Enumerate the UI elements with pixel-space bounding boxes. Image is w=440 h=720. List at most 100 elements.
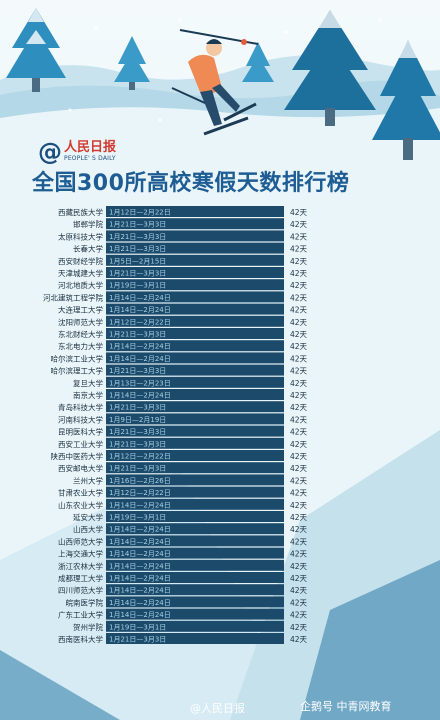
days-value-label: 42天 xyxy=(290,245,308,254)
holiday-period-label: 1月12日—2月22日 xyxy=(109,453,171,461)
holiday-period-label: 1月21日—3月3日 xyxy=(109,636,166,644)
days-value-label: 42天 xyxy=(290,342,308,351)
university-label: 延安大学 xyxy=(73,512,103,522)
holiday-period-label: 1月21日—3月3日 xyxy=(109,440,166,448)
university-label: 浙江农林大学 xyxy=(58,561,103,571)
university-label: 青岛科技大学 xyxy=(58,402,103,412)
days-value-label: 42天 xyxy=(290,330,308,339)
bar xyxy=(106,559,284,571)
tree-small-left xyxy=(114,36,150,90)
days-value-label: 42天 xyxy=(290,574,308,583)
holiday-period-label: 1月21日—3月3日 xyxy=(109,221,166,229)
holiday-period-label: 1月9日—2月19日 xyxy=(109,416,166,424)
university-label: 长春大学 xyxy=(73,244,103,254)
bar xyxy=(106,340,284,352)
days-value-label: 42天 xyxy=(290,550,308,559)
university-label: 南京大学 xyxy=(73,390,103,400)
people-daily-logo: @ 人民日报 PEOPLE' S DAILY xyxy=(38,140,116,164)
days-value-label: 42天 xyxy=(290,208,308,217)
university-label: 四川师范大学 xyxy=(58,585,103,595)
holiday-period-label: 1月14日—2月24日 xyxy=(109,355,171,363)
days-value-label: 42天 xyxy=(290,318,308,327)
holiday-period-label: 1月13日—2月23日 xyxy=(109,379,171,387)
university-label: 河北地质大学 xyxy=(58,280,103,290)
holiday-period-label: 1月21日—3月3日 xyxy=(109,331,166,339)
holiday-period-label: 1月19日—3月1日 xyxy=(109,514,166,522)
holiday-period-label: 1月16日—2月26日 xyxy=(109,477,171,485)
days-value-label: 42天 xyxy=(290,623,308,632)
bar xyxy=(106,523,284,535)
university-label: 西安工业大学 xyxy=(58,439,103,449)
university-label: 大连理工大学 xyxy=(58,305,103,315)
logo-chinese: 人民日报 xyxy=(64,140,117,155)
bar xyxy=(106,364,284,376)
footer-watermark: 企鹅号 中青网教育 xyxy=(300,700,392,713)
bar xyxy=(106,437,284,449)
days-value-label: 42天 xyxy=(290,635,308,644)
skier-illustration xyxy=(171,29,259,136)
bar xyxy=(106,352,284,364)
bar xyxy=(106,474,284,486)
holiday-period-label: 1月19日—3月1日 xyxy=(109,282,166,290)
days-value-label: 42天 xyxy=(290,220,308,229)
university-label: 兰州大学 xyxy=(73,475,103,485)
holiday-period-label: 1月14日—2月24日 xyxy=(109,562,171,570)
days-value-label: 42天 xyxy=(290,598,308,607)
days-value-label: 42天 xyxy=(290,611,308,620)
holiday-period-label: 1月12日—2月22日 xyxy=(109,209,171,217)
at-icon: @ xyxy=(38,138,62,166)
holiday-period-label: 1月21日—3月3日 xyxy=(109,465,166,473)
holiday-period-label: 1月21日—3月3日 xyxy=(109,367,166,375)
holiday-period-label: 1月14日—2月24日 xyxy=(109,343,171,351)
tree-right-small xyxy=(242,42,274,82)
holiday-period-label: 1月14日—2月24日 xyxy=(109,587,171,595)
days-value-label: 42天 xyxy=(290,281,308,290)
university-label: 东北财经大学 xyxy=(58,329,103,339)
tree-right-big xyxy=(284,10,376,126)
bar xyxy=(106,620,284,632)
days-value-label: 42天 xyxy=(290,257,308,266)
holiday-period-label: 1月5日—2月15日 xyxy=(109,257,166,265)
days-value-label: 42天 xyxy=(290,464,308,473)
university-label: 山东农业大学 xyxy=(58,500,103,510)
bar xyxy=(106,267,284,278)
days-value-label: 42天 xyxy=(290,586,308,595)
university-label: 西藏民族大学 xyxy=(58,207,103,217)
university-label: 复旦大学 xyxy=(73,378,103,388)
days-value-label: 42天 xyxy=(290,537,308,546)
holiday-period-label: 1月21日—3月3日 xyxy=(109,404,166,412)
holiday-period-label: 1月12日—2月22日 xyxy=(109,489,171,497)
holiday-period-label: 1月21日—3月3日 xyxy=(109,233,166,241)
bar xyxy=(106,425,284,437)
bar xyxy=(106,608,284,620)
university-label: 东北电力大学 xyxy=(58,341,103,351)
university-label: 哈尔滨工业大学 xyxy=(51,353,104,363)
days-value-label: 42天 xyxy=(290,501,308,510)
days-value-label: 42天 xyxy=(290,391,308,400)
university-label: 甘肃农业大学 xyxy=(58,488,103,498)
holiday-period-label: 1月21日—3月3日 xyxy=(109,270,166,278)
holiday-period-label: 1月14日—2月24日 xyxy=(109,599,171,607)
bar xyxy=(106,401,284,413)
university-label: 西安财经学院 xyxy=(58,256,103,266)
holiday-period-label: 1月14日—2月24日 xyxy=(109,306,171,314)
days-value-label: 42天 xyxy=(290,476,308,485)
days-value-label: 42天 xyxy=(290,354,308,363)
holiday-period-label: 1月14日—2月24日 xyxy=(109,526,171,534)
university-label: 山西大学 xyxy=(73,524,103,534)
university-label: 河南科技大学 xyxy=(58,414,103,424)
bar xyxy=(106,486,284,498)
days-value-label: 42天 xyxy=(290,489,308,498)
logo-english: PEOPLE' S DAILY xyxy=(64,155,116,162)
days-value-label: 42天 xyxy=(290,379,308,388)
footer-source: @人民日报 xyxy=(190,702,245,715)
university-label: 上海交通大学 xyxy=(58,549,103,559)
bar xyxy=(106,206,284,217)
holiday-period-label: 1月21日—3月3日 xyxy=(109,428,166,436)
holiday-period-label: 1月21日—3月3日 xyxy=(109,245,166,253)
university-label: 西南医科大学 xyxy=(58,634,103,644)
tree-left xyxy=(6,8,66,92)
bar xyxy=(106,376,284,388)
days-value-label: 42天 xyxy=(290,306,308,315)
